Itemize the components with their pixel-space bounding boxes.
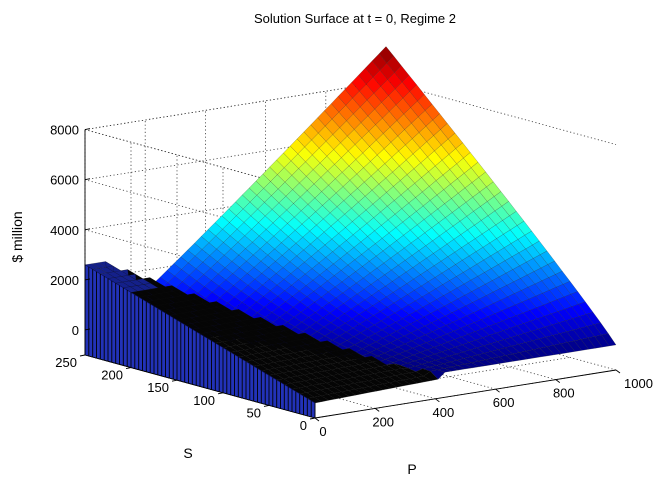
x-tick-mark [314,417,320,422]
x-tick-mark [435,398,440,403]
chart-title: Solution Surface at t = 0, Regime 2 [254,11,456,26]
y-tick-label: 200 [101,368,123,383]
x-axis-ticks: 0 200 400 600 800 1000 [319,376,653,439]
x-tick-mark [615,369,621,374]
y-axis-line [84,354,316,419]
z-axis-label: $ million [9,211,25,262]
x-tick-label: 600 [493,395,515,410]
y-tick-mark [309,417,316,420]
x-axis-label: P [407,461,416,477]
z-grid-line [84,231,387,281]
z-axis-ticks: 0 2000 4000 6000 8000 [50,123,79,338]
axes [79,128,621,422]
box-edge [84,81,387,130]
x-axis-line [314,369,617,419]
y-axis-ticks: 0 50 100 150 200 250 [55,355,307,433]
z-tick-label: 8000 [50,123,79,138]
box-edge [385,81,617,145]
z-tick-label: 0 [72,323,79,338]
z-tick-mark [84,328,91,331]
y-tick-label: 250 [55,355,77,370]
z-grid-line [84,131,387,181]
x-tick-label: 0 [319,424,326,439]
z-tick-mark [84,278,91,281]
z-tick-mark [84,228,91,231]
z-tick-label: 4000 [50,223,79,238]
y-tick-mark [125,367,132,370]
y-tick-mark [217,392,224,395]
x-tick-mark [374,408,380,412]
y-tick-label: 50 [247,405,261,420]
y-tick-mark [79,354,86,357]
x-tick-label: 200 [372,414,394,429]
z-tick-label: 6000 [50,173,79,188]
z-grid-line [84,181,387,231]
surface [84,46,617,419]
y-axis-label: S [183,445,192,461]
x-tick-label: 800 [553,386,575,401]
x-tick-label: 1000 [624,376,653,391]
x-tick-mark [495,388,500,393]
z-tick-label: 2000 [50,273,79,288]
y-tick-mark [171,379,178,382]
y-tick-mark [263,404,270,407]
z-tick-mark [84,178,91,181]
surface-patch [601,333,617,347]
y-tick-label: 0 [300,418,307,433]
z-tick-mark [84,128,91,131]
x-tick-label: 400 [433,405,455,420]
x-tick-mark [555,379,561,383]
y-tick-label: 150 [147,380,169,395]
y-tick-label: 100 [193,393,215,408]
